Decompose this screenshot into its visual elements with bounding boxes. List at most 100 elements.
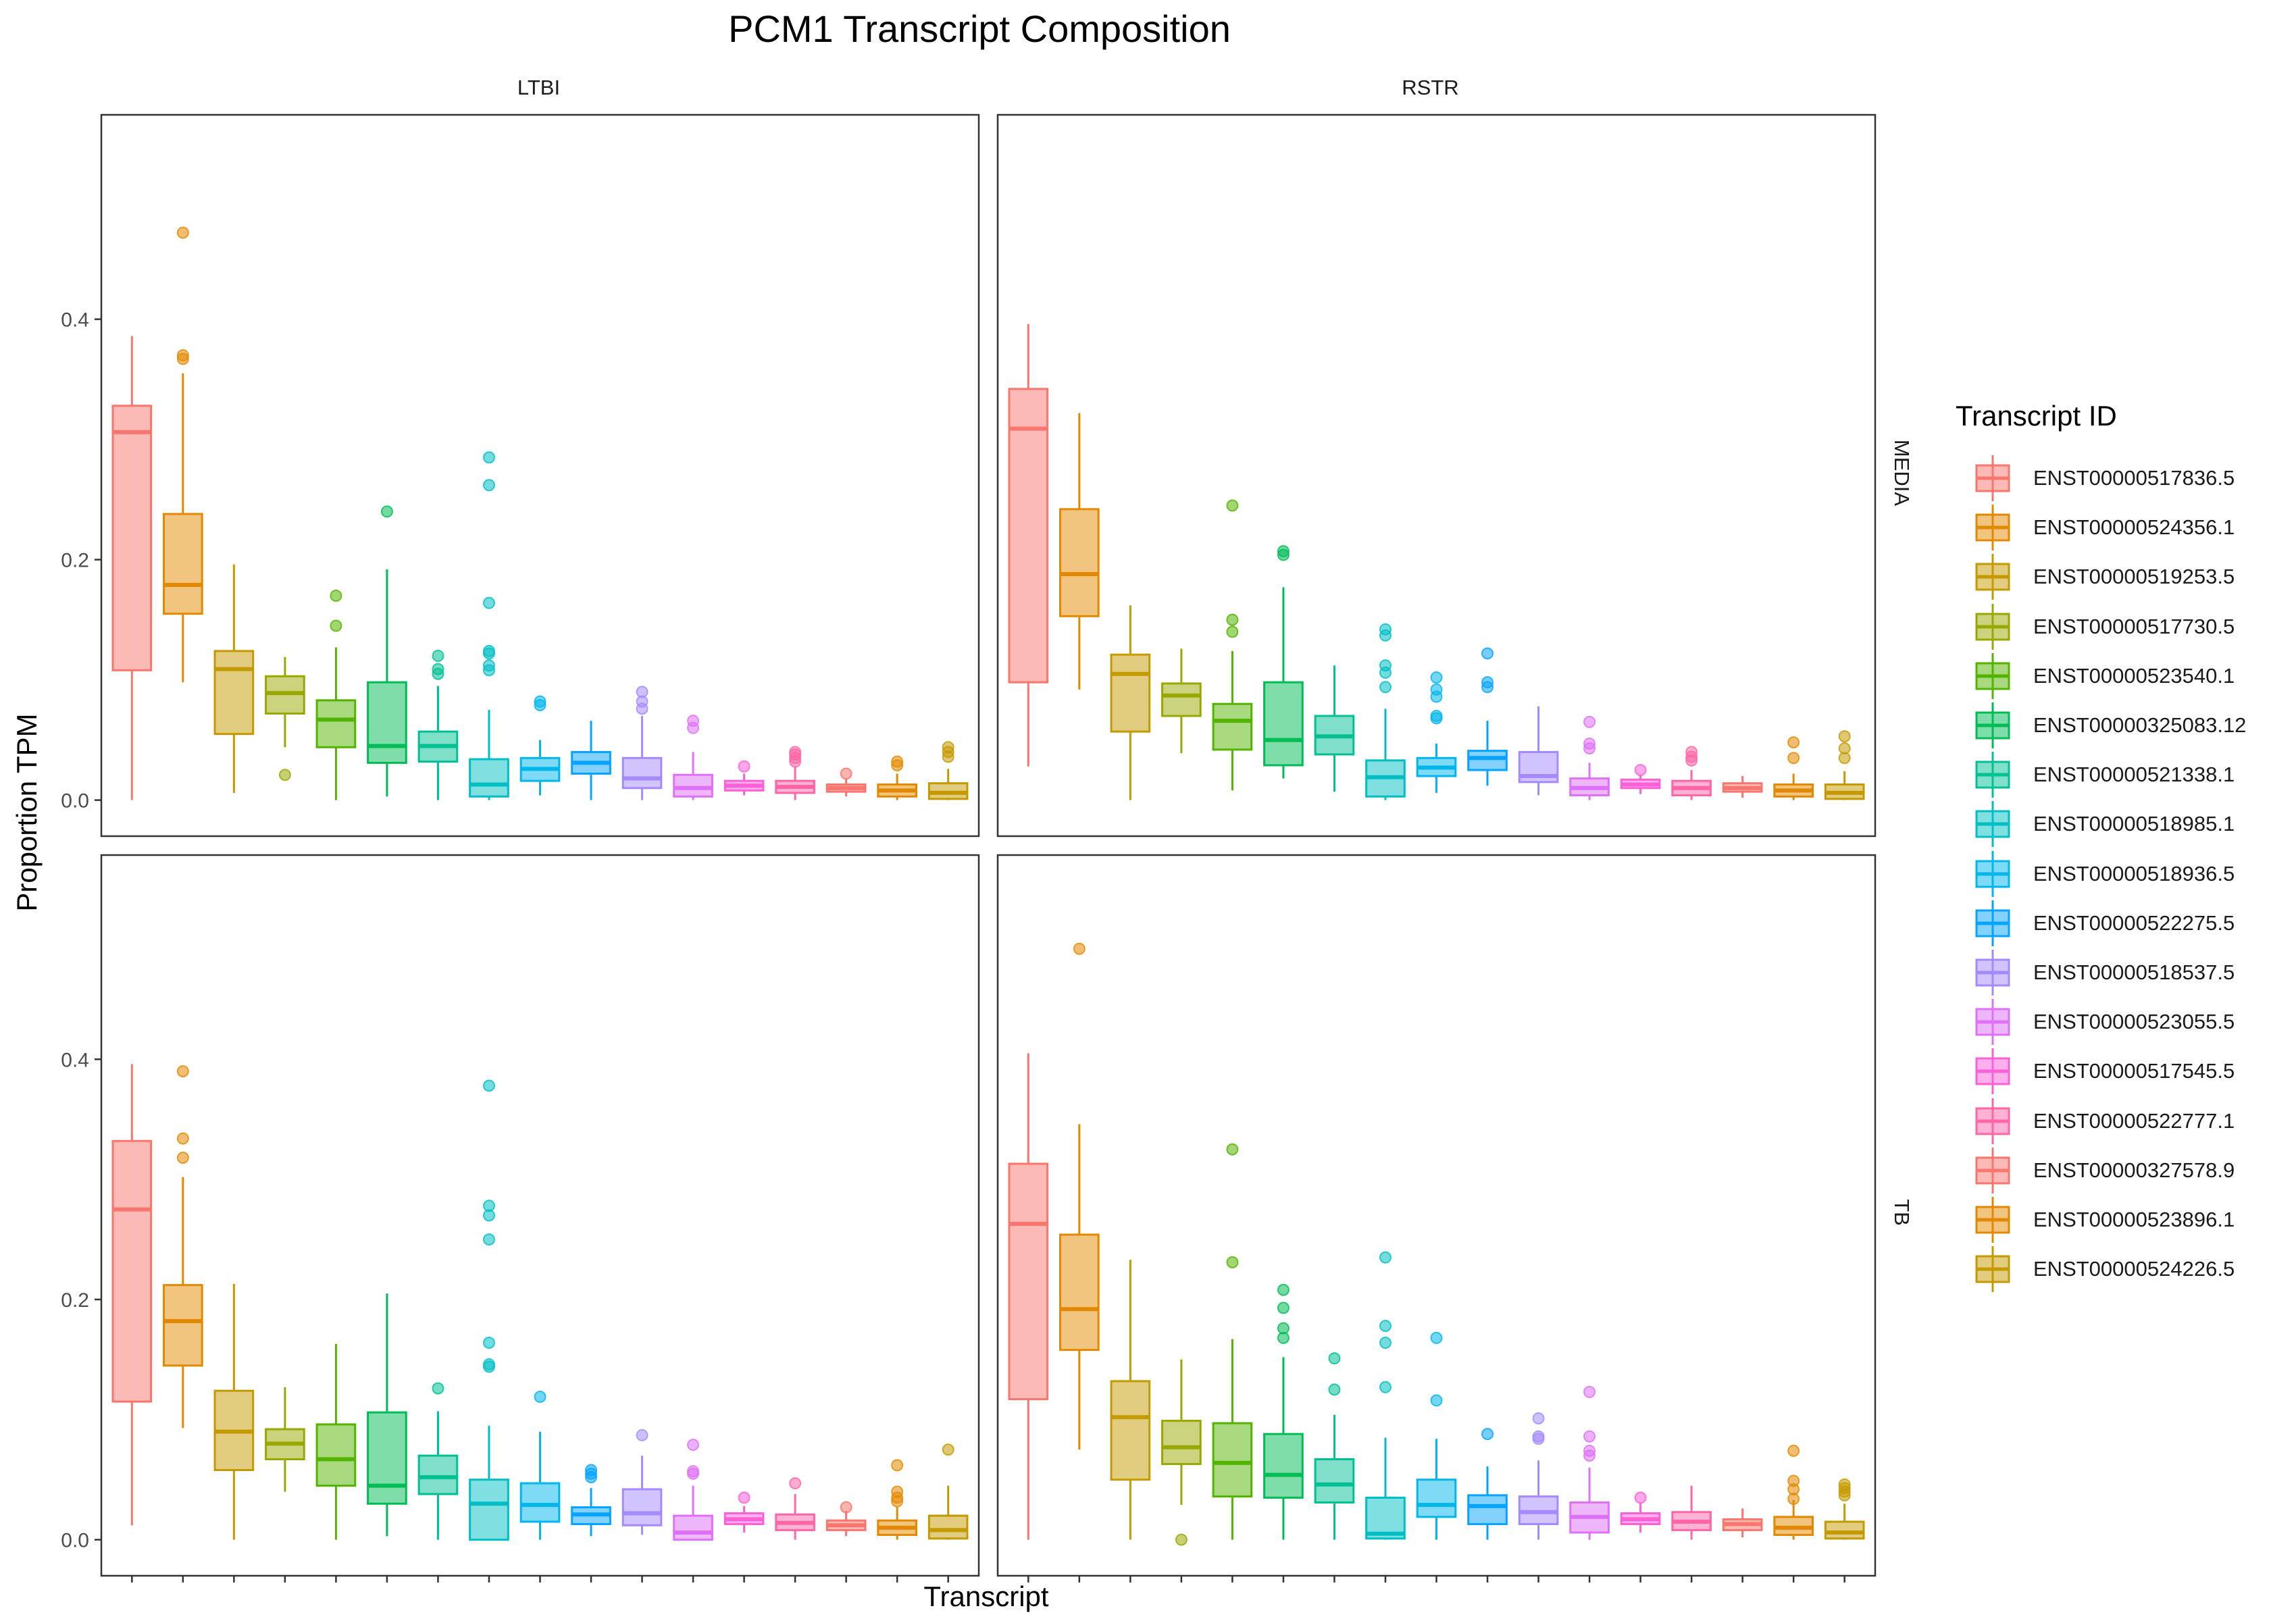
legend-label: ENST00000522777.1 — [2033, 1108, 2235, 1133]
box-iqr — [367, 1411, 407, 1505]
legend-title: Transcript ID — [1956, 400, 2117, 432]
box-outlier-point — [1379, 1251, 1392, 1264]
box-outlier-point — [176, 1065, 189, 1078]
box-outlier-point — [432, 667, 444, 680]
box-iqr — [1212, 1422, 1253, 1498]
box-iqr — [927, 1514, 969, 1540]
box-outlier-point — [1226, 625, 1239, 638]
box-outlier-point — [585, 1471, 598, 1484]
box-outlier-point — [482, 1337, 495, 1349]
box-outlier-point — [278, 769, 291, 781]
box-outlier-point — [891, 1459, 904, 1472]
box-iqr — [1059, 508, 1100, 617]
box-outlier-point — [1634, 1491, 1647, 1504]
legend-key — [1975, 999, 2010, 1046]
legend-label: ENST00000325083.12 — [2033, 713, 2247, 737]
box-outlier-point — [482, 647, 495, 660]
box-outlier-point — [942, 1443, 954, 1456]
box-iqr — [213, 650, 255, 736]
box-outlier-point — [1583, 1449, 1596, 1462]
legend-key — [1975, 1098, 2010, 1144]
legend-label: ENST00000523896.1 — [2033, 1208, 2235, 1231]
box-iqr — [519, 1482, 561, 1523]
box-iqr — [1263, 1433, 1304, 1499]
box-outlier-point — [1277, 1283, 1290, 1296]
box-iqr — [1467, 1494, 1508, 1526]
legend-label: ENST00000522275.5 — [2033, 910, 2235, 935]
legend-label: ENST00000521338.1 — [2033, 763, 2235, 787]
legend-key — [1975, 554, 2010, 600]
box-iqr — [469, 1478, 509, 1541]
legend-key — [1975, 603, 2010, 650]
box-outlier-point — [1838, 1489, 1851, 1501]
box-outlier-point — [687, 1439, 700, 1451]
legend-label: ENST00000518537.5 — [2033, 960, 2235, 984]
legend-label: ENST00000518985.1 — [2033, 812, 2235, 836]
legend-key — [1975, 752, 2010, 798]
legend-key — [1975, 801, 2010, 848]
box-outlier-point — [380, 505, 393, 518]
legend-label: ENST00000517836.5 — [2033, 466, 2235, 490]
legend-key — [1975, 1197, 2010, 1243]
box-outlier-point — [1583, 742, 1596, 755]
box-iqr — [1008, 1162, 1049, 1401]
box-outlier-point — [176, 226, 189, 239]
box-outlier-point — [1430, 1394, 1443, 1407]
box-outlier-point — [1583, 1430, 1596, 1443]
box-outlier-point — [1430, 690, 1443, 703]
legend-label: ENST00000523540.1 — [2033, 663, 2235, 688]
box-iqr — [1467, 750, 1508, 771]
legend-key — [1975, 505, 2010, 551]
box-outlier-point — [176, 1152, 189, 1164]
box-outlier-point — [482, 1360, 495, 1373]
box-outlier-point — [1379, 681, 1392, 694]
box-outlier-point — [1226, 1143, 1239, 1156]
box-outlier-point — [1379, 666, 1392, 679]
legend-key — [1975, 652, 2010, 699]
box-outlier-point — [1634, 764, 1647, 777]
legend-label: ENST00000517730.5 — [2033, 614, 2235, 638]
box-outlier-point — [482, 451, 495, 464]
legend-label: ENST00000524226.5 — [2033, 1257, 2235, 1281]
panel-frame — [100, 113, 980, 838]
box-outlier-point — [1226, 1256, 1239, 1268]
box-outlier-point — [1532, 1433, 1545, 1445]
box-outlier-point — [1226, 613, 1239, 626]
box-outlier-point — [1277, 1331, 1290, 1344]
box-outlier-point — [1379, 1381, 1392, 1393]
box-outlier-point — [1175, 1533, 1188, 1546]
box-iqr — [1008, 388, 1049, 684]
box-outlier-point — [1787, 1445, 1800, 1458]
box-outlier-point — [1481, 1428, 1494, 1441]
box-iqr — [1161, 682, 1202, 717]
box-iqr — [1263, 681, 1304, 767]
box-outlier-point — [1838, 752, 1851, 765]
box-outlier-point — [1532, 1412, 1545, 1425]
box-iqr — [1110, 653, 1151, 733]
box-outlier-point — [482, 479, 495, 492]
box-outlier-point — [432, 650, 444, 662]
box-iqr — [673, 773, 713, 798]
box-iqr — [1161, 1420, 1202, 1466]
box-outlier-point — [482, 664, 495, 677]
legend-label: ENST00000517545.5 — [2033, 1059, 2235, 1083]
box-outlier-point — [687, 1467, 700, 1480]
box-iqr — [469, 758, 509, 798]
box-iqr — [1314, 1458, 1355, 1504]
y-tick-label: 0.4 — [61, 1049, 89, 1071]
box-outlier-point — [840, 767, 852, 780]
box-outlier-point — [534, 698, 546, 711]
box-outlier-point — [891, 758, 904, 771]
y-tick-label: 0.4 — [61, 309, 89, 332]
legend-key — [1975, 950, 2010, 996]
box-outlier-point — [176, 1132, 189, 1145]
box-outlier-point — [1430, 1331, 1443, 1344]
legend-key — [1975, 900, 2010, 946]
chart-title: PCM1 Transcript Composition — [728, 7, 1231, 50]
y-tick-label: 0.0 — [61, 790, 89, 813]
box-iqr — [163, 513, 203, 615]
box-outlier-point — [1379, 629, 1392, 642]
legend-key — [1975, 1246, 2010, 1293]
panel-frame — [996, 113, 1877, 838]
